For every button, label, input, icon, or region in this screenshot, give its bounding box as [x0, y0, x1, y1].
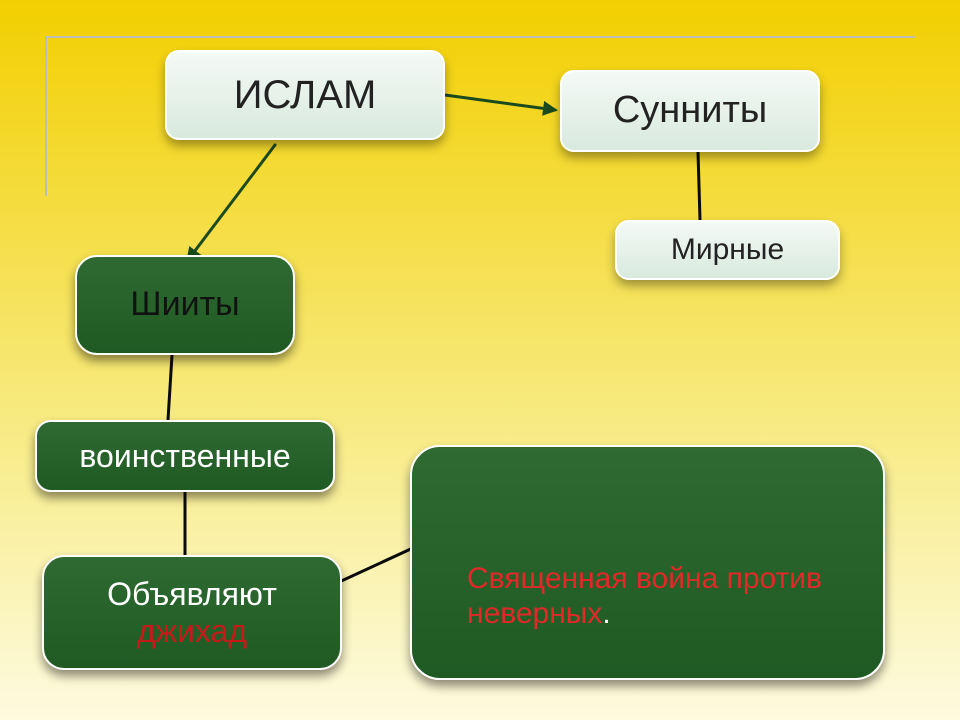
- node-holywar: Священная война против неверных.: [410, 445, 885, 680]
- decor-line: [45, 36, 47, 196]
- node-jihad-text: Объявляют джихад: [107, 576, 277, 650]
- node-jihad-main: Объявляют: [107, 576, 277, 612]
- decor-line: [45, 36, 915, 38]
- node-militant: воинственные: [35, 420, 335, 492]
- diagram-stage: ИСЛАМ Сунниты Мирные Шииты воинственные …: [0, 0, 960, 720]
- node-islam-label: ИСЛАМ: [234, 72, 377, 118]
- node-holywar-dot: .: [602, 597, 610, 630]
- node-islam: ИСЛАМ: [165, 50, 445, 140]
- edge-islam-to-sunni: [445, 95, 555, 110]
- node-shia-label: Шииты: [130, 285, 239, 324]
- node-militant-label: воинственные: [79, 438, 290, 475]
- node-holywar-main: Священная война против неверных: [467, 562, 822, 630]
- node-sunni: Сунниты: [560, 70, 820, 152]
- node-shia: Шииты: [75, 255, 295, 355]
- node-peaceful-label: Мирные: [671, 233, 784, 268]
- node-sunni-label: Сунниты: [613, 89, 767, 133]
- node-jihad-highlight: джихад: [137, 613, 247, 649]
- node-holywar-text: Священная война против неверных.: [467, 562, 822, 630]
- edge-islam-to-shia: [188, 145, 275, 260]
- node-peaceful: Мирные: [615, 220, 840, 280]
- edge-sunni-to-peaceful: [698, 152, 700, 220]
- edge-shia-to-militant: [168, 355, 172, 420]
- node-jihad: Объявляют джихад: [42, 555, 342, 670]
